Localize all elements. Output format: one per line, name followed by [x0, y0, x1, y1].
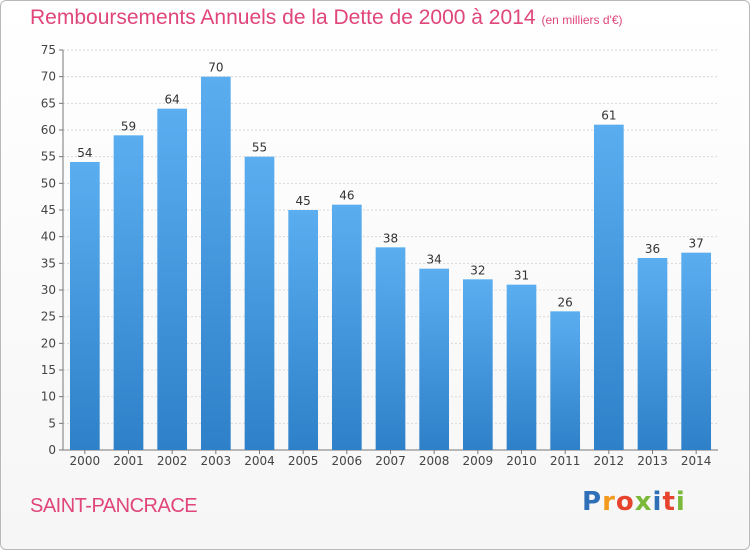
- y-tick-label: 60: [41, 123, 56, 137]
- x-tick-label: 2014: [681, 454, 712, 468]
- logo-letter: x: [634, 487, 653, 517]
- bar: [681, 252, 712, 450]
- bar: [506, 284, 537, 450]
- logo-letter: o: [615, 487, 635, 517]
- y-tick-label: 20: [41, 336, 56, 350]
- x-tick-label: 2000: [70, 454, 101, 468]
- commune-name: SAINT-PANCRACE: [30, 495, 198, 517]
- x-tick-label: 2010: [506, 454, 537, 468]
- data-label: 31: [514, 269, 529, 283]
- x-tick-label: 2004: [244, 454, 275, 468]
- data-label: 36: [645, 242, 660, 256]
- bar: [550, 311, 581, 450]
- y-tick-label: 50: [41, 176, 56, 190]
- data-label: 59: [121, 119, 136, 133]
- x-tick-label: 2002: [157, 454, 188, 468]
- logo-letter: r: [602, 487, 616, 517]
- x-tick-label: 2008: [419, 454, 450, 468]
- y-tick-label: 75: [41, 43, 56, 57]
- logo-letter: t: [662, 487, 676, 517]
- bar: [244, 156, 275, 450]
- bar: [157, 108, 188, 451]
- y-tick-label: 5: [48, 416, 56, 430]
- x-tick-label: 2011: [550, 454, 581, 468]
- x-tick-label: 2007: [375, 454, 406, 468]
- data-label: 45: [296, 194, 311, 208]
- y-tick-label: 65: [41, 96, 56, 110]
- x-tick-label: 2005: [288, 454, 319, 468]
- x-tick-label: 2009: [463, 454, 494, 468]
- x-tick-label: 2001: [113, 454, 144, 468]
- data-label: 70: [208, 61, 223, 75]
- x-tick-label: 2013: [637, 454, 668, 468]
- data-label: 54: [77, 146, 92, 160]
- proxiti-logo: Proxiti: [582, 487, 686, 517]
- data-label: 37: [689, 237, 704, 251]
- bar: [462, 279, 493, 450]
- y-tick-label: 15: [41, 363, 56, 377]
- chart-title: Remboursements Annuels de la Dette de 20…: [30, 6, 623, 30]
- x-tick-label: 2003: [201, 454, 232, 468]
- y-tick-label: 70: [41, 70, 56, 84]
- bar: [331, 204, 362, 450]
- bar: [288, 210, 319, 450]
- data-label: 46: [339, 189, 354, 203]
- data-label: 64: [165, 93, 180, 107]
- x-tick-label: 2006: [332, 454, 363, 468]
- data-label: 38: [383, 231, 398, 245]
- bar: [419, 268, 450, 450]
- bar: [375, 247, 406, 450]
- y-tick-label: 10: [41, 390, 56, 404]
- y-tick-label: 55: [41, 150, 56, 164]
- x-tick-label: 2012: [594, 454, 625, 468]
- logo-letter: i: [675, 487, 686, 517]
- data-label: 34: [427, 253, 442, 267]
- bar: [69, 162, 100, 450]
- logo-letter: P: [582, 487, 603, 517]
- logo-letter: i: [652, 487, 663, 517]
- y-tick-label: 25: [41, 310, 56, 324]
- y-tick-label: 30: [41, 283, 56, 297]
- data-label: 26: [558, 295, 573, 309]
- y-tick-label: 45: [41, 203, 56, 217]
- y-tick-label: 35: [41, 256, 56, 270]
- chart-title-text: Remboursements Annuels de la Dette de 20…: [30, 6, 536, 29]
- bar: [593, 124, 624, 451]
- y-tick-label: 40: [41, 230, 56, 244]
- bar: [200, 76, 231, 451]
- bar: [113, 135, 144, 451]
- data-label: 61: [601, 109, 616, 123]
- data-label: 55: [252, 141, 267, 155]
- bar: [637, 258, 668, 450]
- y-tick-label: 0: [48, 443, 56, 457]
- chart-subtitle: (en milliers d'€): [541, 13, 623, 27]
- data-label: 32: [470, 263, 485, 277]
